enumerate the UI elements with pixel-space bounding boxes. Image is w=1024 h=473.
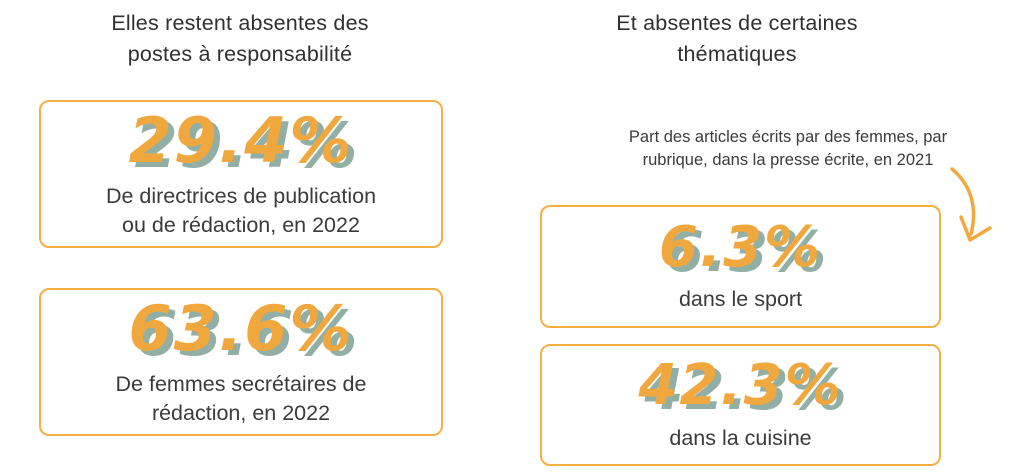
subtitle-line2: rubrique, dans la presse écrite, en 2021 <box>642 151 934 169</box>
stat-caption-line1: dans le sport <box>678 287 803 312</box>
left-title-line1: Elles restent absentes des <box>111 11 369 35</box>
stat-caption-line2: rédaction, en 2022 <box>151 400 331 425</box>
stat-value: 29.4% <box>128 104 354 178</box>
stat-box-cuisine: 42.3% dans la cuisine <box>540 344 941 466</box>
right-title-line1: Et absentes de certaines <box>616 11 858 35</box>
stat-value: 6.3% <box>658 214 823 280</box>
stat-box-sport: 6.3% dans le sport <box>540 205 941 328</box>
subtitle-line1: Part des articles écrits par des femmes,… <box>628 128 948 146</box>
left-column-title: Elles restent absentes des postes à resp… <box>40 8 440 70</box>
stat-box-directrices: 29.4% De directrices de publication ou d… <box>39 100 443 248</box>
left-title-line2: postes à responsabilité <box>127 42 353 66</box>
stat-caption-line1: De femmes secrétaires de <box>115 371 367 396</box>
curved-down-arrow-icon <box>950 167 992 242</box>
right-column-subtitle: Part des articles écrits par des femmes,… <box>588 126 988 172</box>
stat-caption-line1: dans la cuisine <box>669 425 812 450</box>
stat-caption: dans le sport <box>679 285 802 314</box>
stat-caption: De directrices de publication ou de réda… <box>106 182 376 240</box>
stat-caption: De femmes secrétaires de rédaction, en 2… <box>116 370 367 428</box>
stat-box-secretaires: 63.6% De femmes secrétaires de rédaction… <box>39 288 443 436</box>
stat-caption: dans la cuisine <box>669 424 811 453</box>
stat-value: 63.6% <box>128 292 354 366</box>
right-column-title: Et absentes de certaines thématiques <box>537 8 937 70</box>
stat-caption-line1: De directrices de publication <box>105 183 377 208</box>
stat-caption-line2: ou de rédaction, en 2022 <box>122 212 360 237</box>
stat-value: 42.3% <box>638 353 843 419</box>
right-title-line2: thématiques <box>677 42 797 66</box>
